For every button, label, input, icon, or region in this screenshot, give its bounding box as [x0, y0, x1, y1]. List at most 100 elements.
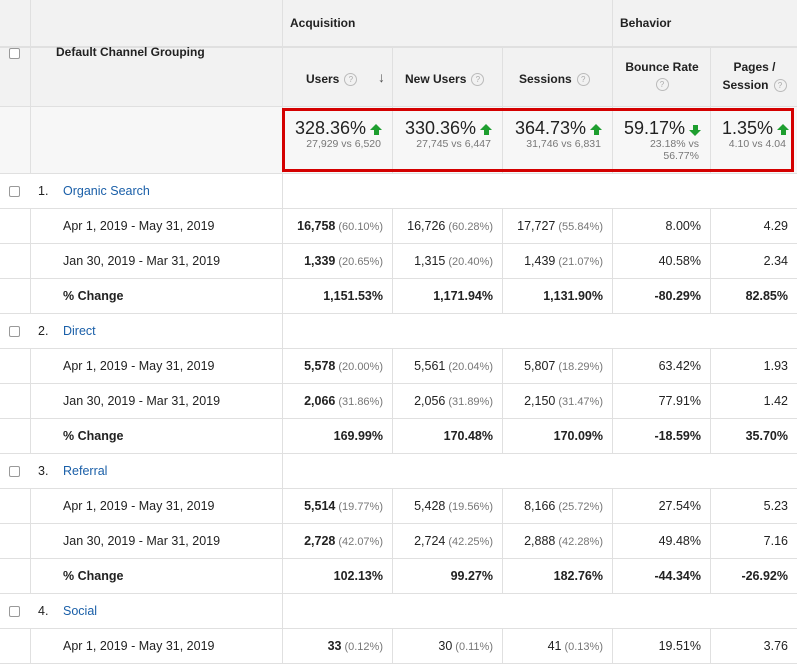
metric-percent: (31.89%) — [448, 396, 493, 408]
change-new_users: 170.48% — [443, 429, 493, 443]
date-range-row: Apr 1, 2019 - May 31, 2019 5,578 (20.00%) 5… — [0, 349, 797, 384]
row-new_users-cell — [392, 209, 502, 243]
help-icon[interactable]: ? — [576, 73, 590, 87]
group-name-link[interactable]: Organic Search — [63, 184, 150, 198]
metric-sessions: 41 (0.13%) — [548, 639, 603, 653]
metric-percent: (31.47%) — [558, 396, 603, 408]
row-checkbox[interactable] — [9, 465, 20, 477]
row-pages-cell — [710, 349, 797, 383]
metric-value: 8.00% — [665, 219, 701, 233]
row-new_users-cell — [392, 419, 502, 453]
arrow-up-icon — [590, 124, 602, 135]
row-pages-cell — [710, 559, 797, 593]
metric-pages: 1.42 — [764, 394, 788, 408]
row-dimension-cell — [30, 209, 282, 243]
bounce-rate-header-label[interactable]: Bounce Rate — [625, 60, 699, 74]
metric-value: 4.29 — [763, 219, 788, 233]
sessions-header-cell[interactable]: Sessions? — [502, 48, 612, 106]
users-header-cell[interactable]: Users? ↓ — [282, 48, 392, 106]
metric-value: 5,561 — [414, 359, 446, 373]
group-name-link[interactable]: Social — [63, 604, 98, 618]
metric-value: 5,428 — [414, 499, 446, 513]
dimension-header-label[interactable]: Default Channel Grouping — [56, 45, 205, 59]
metric-value: 17,727 — [517, 219, 556, 233]
bounce-rate-header-cell[interactable]: Bounce Rate ? — [612, 48, 710, 106]
row-new_users-cell — [392, 349, 502, 383]
row-dimension-cell — [30, 489, 282, 523]
metric-new_users: 30 (0.11%) — [438, 639, 493, 653]
metric-pages: 1.93 — [764, 359, 788, 373]
header-checkbox-cell — [0, 0, 30, 46]
pages-session-header-cell[interactable]: Pages / Session? — [710, 48, 797, 106]
new-users-header-cell[interactable]: New Users? — [392, 48, 502, 106]
help-icon[interactable]: ? — [655, 78, 669, 92]
metric-percent: (60.10%) — [338, 221, 383, 233]
metric-users: 5,514 (19.77%) — [304, 499, 383, 513]
metric-percent: (21.07%) — [558, 256, 603, 268]
pages-session-header-line1[interactable]: Pages / — [733, 60, 776, 74]
row-dimension-cell — [30, 419, 282, 453]
metric-value: 63.42% — [658, 359, 701, 373]
metric-pages: 5.23 — [764, 499, 788, 513]
row-new_users-cell — [392, 629, 502, 663]
row-dimension-cell — [30, 629, 282, 663]
metric-percent: (20.40%) — [448, 256, 493, 268]
change-sessions: 1,131.90% — [543, 289, 603, 303]
row-new_users-cell — [392, 384, 502, 418]
users-header[interactable]: Users? — [306, 72, 358, 87]
metric-percent: (0.12%) — [344, 641, 383, 653]
row-select-cell — [0, 384, 30, 418]
summary-bounce-rate-change: 59.17% — [623, 118, 685, 138]
change-bounce: -80.29% — [654, 289, 701, 303]
metric-percent: (20.65%) — [338, 256, 383, 268]
change-users: 1,151.53% — [323, 289, 383, 303]
sessions-header[interactable]: Sessions? — [519, 72, 590, 87]
metric-value: 8,166 — [524, 499, 556, 513]
row-checkbox[interactable] — [9, 185, 20, 197]
row-new_users-cell — [392, 524, 502, 558]
help-icon[interactable]: ? — [471, 73, 485, 87]
row-sessions-cell — [502, 244, 612, 278]
group-name-link[interactable]: Direct — [63, 324, 96, 338]
date-range-label: Apr 1, 2019 - May 31, 2019 — [63, 499, 215, 513]
new-users-header[interactable]: New Users? — [405, 72, 485, 87]
pages-session-header-line2[interactable]: Session? — [711, 78, 797, 93]
row-checkbox[interactable] — [9, 605, 20, 617]
metric-value: 2,728 — [304, 534, 336, 548]
summary-dimension-cell — [30, 107, 282, 173]
summary-sessions: 364.73% 31,746 vs 6,831 — [502, 107, 612, 173]
select-all-checkbox[interactable] — [9, 48, 20, 59]
row-pages-cell — [710, 384, 797, 418]
metric-bounce: 49.48% — [659, 534, 701, 548]
date-range-row: Apr 1, 2019 - May 31, 2019 5,514 (19.77%) 5… — [0, 489, 797, 524]
new-users-header-label: New Users — [405, 72, 467, 86]
summary-pages-session-change: 1.35% — [721, 118, 773, 138]
arrow-up-icon — [777, 124, 789, 135]
row-checkbox[interactable] — [9, 325, 20, 337]
metric-value: 1.42 — [763, 394, 788, 408]
help-icon[interactable]: ? — [344, 73, 358, 87]
date-range-row: Jan 30, 2019 - Mar 31, 2019 2,066 (31.86%)… — [0, 384, 797, 419]
header-row-groups: Acquisition Behavior — [0, 0, 797, 47]
row-new_users-cell — [392, 244, 502, 278]
summary-blank-cell — [0, 107, 30, 173]
row-users-cell — [282, 419, 392, 453]
metric-value: 1,439 — [524, 254, 556, 268]
change-sessions: 170.09% — [553, 429, 603, 443]
change-pages: -26.92% — [741, 569, 788, 583]
metric-pages: 7.16 — [764, 534, 788, 548]
metric-value: 77.91% — [658, 394, 701, 408]
row-users-cell — [282, 279, 392, 313]
metric-percent: (55.84%) — [558, 221, 603, 233]
row-select-cell — [0, 279, 30, 313]
row-sessions-cell — [502, 349, 612, 383]
group-name-link[interactable]: Referral — [63, 464, 108, 478]
header-select-all-cell — [0, 48, 30, 106]
metric-new_users: 2,724 (42.25%) — [414, 534, 493, 548]
help-icon[interactable]: ? — [773, 79, 787, 93]
sort-desc-icon[interactable]: ↓ — [378, 69, 385, 85]
metric-bounce: 40.58% — [659, 254, 701, 268]
summary-row: 328.36% 27,929 vs 6,520 330.36% 27,745 v… — [0, 107, 797, 174]
row-users-cell — [282, 559, 392, 593]
metric-value: 16,758 — [297, 219, 336, 233]
